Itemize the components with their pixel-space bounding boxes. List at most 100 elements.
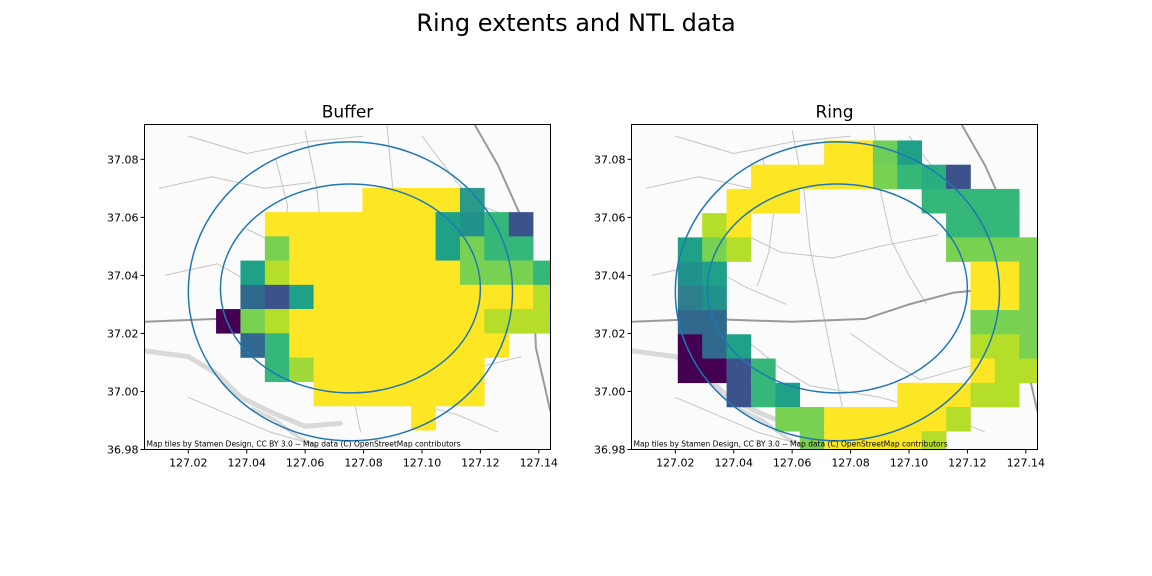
ntl-cell — [411, 333, 436, 358]
ntl-cell — [338, 284, 363, 310]
ntl-cell — [411, 260, 436, 286]
ntl-cell — [702, 285, 727, 311]
ntl-cell — [264, 284, 290, 310]
y-tick-label: 36.98 — [594, 444, 626, 457]
ntl-cell — [362, 309, 388, 334]
ntl-cell — [702, 213, 727, 238]
panel-buffer: Map tiles by Stamen Design, CC BY 3.0 --… — [107, 103, 558, 470]
x-tick-label: 127.10 — [403, 457, 442, 470]
road-minor-1 — [675, 135, 851, 154]
ntl-cell — [338, 357, 363, 383]
ntl-cell — [677, 285, 703, 311]
ntl-cell — [533, 284, 551, 310]
ntl-cell — [750, 164, 776, 190]
ntl-cell — [386, 284, 412, 310]
x-tick-label: 127.04 — [714, 457, 753, 470]
ntl-cell — [946, 213, 971, 238]
ntl-cell — [1019, 334, 1038, 359]
ntl-cell — [459, 381, 485, 407]
ntl-cell — [289, 357, 314, 383]
road-minor-5 — [733, 228, 939, 259]
ntl-cell — [289, 284, 314, 310]
ntl-cell — [533, 260, 551, 286]
ntl-cell — [338, 260, 363, 286]
ntl-cell — [289, 236, 314, 261]
x-tick-label: 127.06 — [773, 457, 812, 470]
ntl-cell — [799, 431, 825, 450]
road-minor-1 — [188, 135, 364, 154]
ntl-cell — [508, 236, 534, 261]
axes-frame-ring — [631, 124, 1038, 450]
road-minor-8 — [188, 396, 312, 445]
ntl-cell — [1019, 285, 1038, 311]
ntl-cell — [362, 236, 388, 261]
ntl-cell — [386, 260, 412, 286]
ntl-cell — [994, 213, 1020, 238]
ntl-cell — [994, 358, 1020, 384]
ntl-cell — [824, 406, 849, 432]
ntl-cell — [484, 309, 510, 334]
y-tick-label: 36.98 — [107, 444, 139, 457]
x-tick-label: 127.14 — [520, 457, 559, 470]
ntl-cell — [411, 187, 436, 213]
ntl-cell — [775, 406, 801, 432]
y-tick-label: 37.08 — [107, 153, 139, 166]
ntl-cell — [677, 261, 703, 287]
ntl-cell — [435, 284, 461, 310]
y-tick-label: 37.04 — [107, 269, 139, 282]
ntl-cell — [799, 406, 825, 432]
ntl-cell — [994, 310, 1020, 335]
outer-ring-circle — [187, 141, 514, 442]
inner-ring-circle — [219, 183, 482, 394]
ntl-cell — [897, 406, 922, 432]
ntl-cell — [775, 382, 801, 408]
ntl-cell — [484, 260, 510, 286]
road-minor-8 — [675, 396, 799, 445]
axes-title-buffer: Buffer — [322, 103, 374, 123]
ntl-cell — [289, 309, 314, 334]
ntl-cell — [897, 164, 922, 190]
ntl-cell — [313, 333, 339, 358]
attribution-text: Map tiles by Stamen Design, CC BY 3.0 --… — [634, 440, 948, 449]
x-tick-label: 127.02 — [656, 457, 695, 470]
y-tick-label: 37.02 — [594, 327, 626, 340]
ntl-cell — [313, 381, 339, 407]
ntl-cell — [338, 333, 363, 358]
cells-ring — [677, 140, 1038, 450]
ntl-cell — [726, 334, 752, 359]
ntl-cell — [264, 309, 290, 334]
ntl-cell — [946, 164, 971, 190]
ntl-cell — [411, 405, 436, 431]
ntl-cell — [240, 309, 266, 334]
ntl-cell — [897, 382, 922, 408]
ntl-cell — [921, 431, 947, 450]
ntl-cell — [726, 237, 752, 262]
ntl-cell — [484, 284, 510, 310]
ntl-cell — [1019, 261, 1038, 287]
y-tick-label: 37.00 — [107, 385, 139, 398]
ntl-cell — [921, 188, 947, 214]
ntl-cell — [240, 260, 266, 286]
ntl-cell — [240, 333, 266, 358]
y-tick-label: 37.08 — [594, 153, 626, 166]
ntl-cell — [313, 236, 339, 261]
ntl-cell — [994, 188, 1020, 214]
ntl-cell — [459, 357, 485, 383]
ntl-cell — [848, 431, 874, 450]
ntl-cell — [1019, 237, 1038, 262]
ntl-cell — [994, 237, 1020, 262]
ntl-cell — [824, 164, 849, 190]
ntl-cell — [677, 358, 703, 384]
ntl-cell — [726, 358, 752, 384]
x-tick-label: 127.08 — [344, 457, 383, 470]
attribution-text: Map tiles by Stamen Design, CC BY 3.0 --… — [147, 440, 461, 449]
ntl-cell — [362, 333, 388, 358]
ntl-cell — [775, 188, 801, 214]
ntl-cell — [872, 406, 898, 432]
figure-title: Ring extents and NTL data — [416, 9, 735, 37]
ntl-cell — [435, 381, 461, 407]
ntl-cell — [362, 260, 388, 286]
ntl-cell — [775, 164, 801, 190]
ntl-cell — [338, 236, 363, 261]
